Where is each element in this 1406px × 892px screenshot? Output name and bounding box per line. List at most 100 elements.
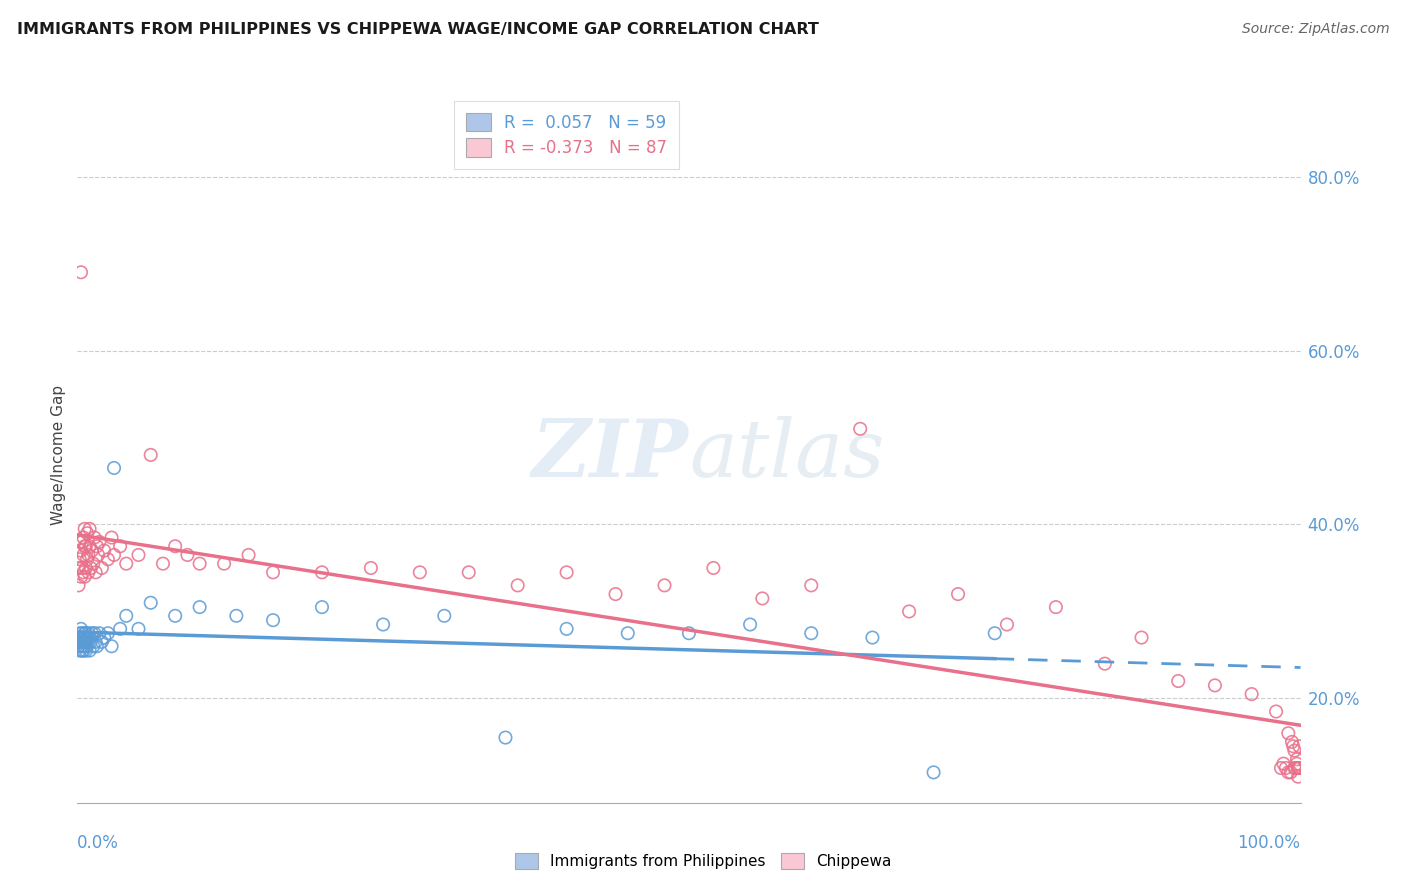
Point — [72, 566, 94, 580]
Point — [1204, 678, 1226, 692]
Point — [67, 561, 90, 575]
Point — [73, 522, 96, 536]
Point — [457, 566, 479, 580]
Point — [77, 566, 100, 580]
Point — [654, 578, 676, 592]
Point — [800, 626, 823, 640]
Point — [360, 561, 382, 575]
Point — [995, 617, 1018, 632]
Point — [139, 448, 162, 462]
Point — [70, 534, 93, 549]
Point — [84, 566, 107, 580]
Point — [79, 539, 101, 553]
Point — [70, 626, 93, 640]
Point — [1284, 761, 1306, 775]
Point — [1130, 631, 1153, 645]
Point — [115, 608, 138, 623]
Point — [165, 608, 187, 623]
Point — [1045, 600, 1067, 615]
Point — [80, 561, 103, 575]
Text: 100.0%: 100.0% — [1237, 834, 1301, 852]
Point — [1282, 739, 1305, 754]
Point — [70, 643, 93, 657]
Point — [77, 548, 100, 562]
Point — [1281, 735, 1303, 749]
Point — [69, 635, 91, 649]
Point — [1270, 761, 1292, 775]
Point — [1285, 752, 1308, 766]
Point — [311, 600, 333, 615]
Point — [69, 626, 91, 640]
Point — [849, 422, 872, 436]
Point — [262, 566, 284, 580]
Point — [72, 631, 94, 645]
Point — [1277, 765, 1299, 780]
Point — [702, 561, 724, 575]
Point — [188, 557, 211, 571]
Point — [73, 539, 96, 553]
Point — [73, 626, 96, 640]
Point — [90, 635, 112, 649]
Text: Source: ZipAtlas.com: Source: ZipAtlas.com — [1241, 22, 1389, 37]
Point — [617, 626, 640, 640]
Point — [506, 578, 529, 592]
Point — [89, 534, 111, 549]
Point — [69, 534, 91, 549]
Point — [1285, 761, 1308, 775]
Point — [77, 635, 100, 649]
Point — [1279, 765, 1302, 780]
Point — [82, 639, 104, 653]
Point — [862, 631, 884, 645]
Point — [678, 626, 700, 640]
Point — [75, 561, 97, 575]
Point — [555, 622, 578, 636]
Point — [70, 265, 93, 279]
Point — [70, 570, 93, 584]
Point — [76, 526, 98, 541]
Point — [73, 639, 96, 653]
Point — [898, 605, 921, 619]
Point — [86, 539, 108, 553]
Point — [72, 548, 94, 562]
Point — [751, 591, 773, 606]
Point — [262, 613, 284, 627]
Point — [79, 631, 101, 645]
Point — [139, 596, 162, 610]
Point — [1240, 687, 1263, 701]
Point — [1288, 761, 1310, 775]
Point — [90, 561, 112, 575]
Point — [89, 626, 111, 640]
Point — [70, 631, 93, 645]
Point — [86, 639, 108, 653]
Point — [76, 552, 98, 566]
Point — [79, 643, 101, 657]
Point — [76, 631, 98, 645]
Point — [82, 557, 104, 571]
Point — [75, 635, 97, 649]
Point — [555, 566, 578, 580]
Point — [70, 639, 93, 653]
Point — [1288, 761, 1310, 775]
Point — [73, 631, 96, 645]
Point — [1284, 744, 1306, 758]
Point — [83, 531, 105, 545]
Point — [922, 765, 945, 780]
Point — [72, 639, 94, 653]
Point — [70, 561, 93, 575]
Point — [77, 626, 100, 640]
Point — [97, 552, 120, 566]
Point — [188, 600, 211, 615]
Point — [93, 543, 115, 558]
Legend: Immigrants from Philippines, Chippewa: Immigrants from Philippines, Chippewa — [509, 847, 897, 875]
Point — [80, 635, 103, 649]
Point — [238, 548, 260, 562]
Point — [128, 622, 150, 636]
Point — [495, 731, 517, 745]
Point — [1265, 705, 1288, 719]
Point — [108, 539, 131, 553]
Point — [72, 643, 94, 657]
Point — [80, 543, 103, 558]
Point — [75, 643, 97, 657]
Point — [70, 622, 93, 636]
Point — [1288, 739, 1310, 754]
